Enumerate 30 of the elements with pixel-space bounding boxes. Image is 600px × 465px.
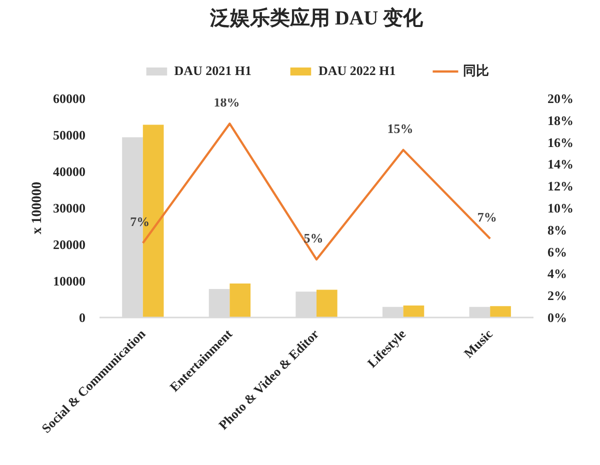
legend-label: DAU 2021 H1 — [174, 63, 252, 79]
y2-tick-label: 20% — [548, 91, 574, 106]
y2-tick-label: 2% — [548, 288, 567, 304]
y-tick-label: 10000 — [53, 274, 86, 288]
legend-label: 同比 — [462, 62, 489, 80]
y-tick-label: 20000 — [53, 237, 86, 252]
y2-tick-label: 10% — [548, 200, 574, 216]
y2-tick-label: 18% — [548, 112, 574, 128]
data-label: 15% — [387, 120, 414, 136]
y2-tick-label: 12% — [548, 178, 574, 194]
y2-tick-label: 0% — [548, 310, 567, 325]
y-tick-label: 0 — [79, 310, 86, 325]
bar — [316, 290, 338, 318]
y2-tick-label: 6% — [548, 244, 567, 260]
data-label: 5% — [304, 230, 324, 246]
y-tick-label: 50000 — [53, 128, 86, 142]
y2-tick-label: 14% — [548, 156, 574, 172]
y-tick-label: 60000 — [53, 91, 86, 106]
y-tick-label: 40000 — [53, 164, 86, 179]
bar — [490, 306, 511, 318]
y-tick-label: 30000 — [53, 200, 86, 216]
y-axis-title: x 100000 — [30, 182, 45, 234]
y2-tick-label: 4% — [548, 266, 567, 282]
bar — [230, 284, 251, 318]
legend-label: DAU 2022 H1 — [318, 63, 396, 79]
data-label: 7% — [477, 210, 497, 225]
y2-tick-label: 8% — [548, 222, 567, 238]
y2-tick-label: 16% — [548, 134, 574, 150]
chart-title: 泛娱乐类应用 DAU 变化 — [208, 6, 424, 30]
bar — [403, 305, 424, 318]
